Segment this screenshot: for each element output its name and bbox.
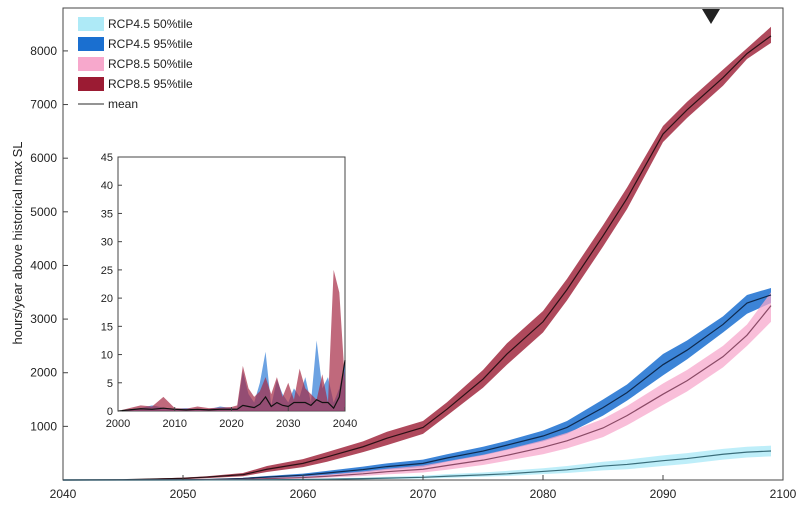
marker-triangle xyxy=(702,9,720,25)
inset-y-tick-label: 20 xyxy=(101,293,113,305)
legend-label-rcp85_95: RCP8.5 95%tile xyxy=(108,77,193,91)
mean-line-rcp45_50 xyxy=(63,450,772,481)
y-tick-label: 8000 xyxy=(30,44,57,58)
band-rcp45_95 xyxy=(63,287,771,480)
mean-line-rcp45_95 xyxy=(62,294,772,481)
band-rcp85_50 xyxy=(63,292,771,480)
inset-x-tick-label: 2030 xyxy=(276,418,300,430)
y-tick-label: 4000 xyxy=(30,258,57,272)
band-rcp45_50 xyxy=(63,445,771,480)
inset-y-tick-label: 35 xyxy=(101,208,113,220)
legend-swatch-rcp85_95 xyxy=(78,77,104,91)
legend-label-mean: mean xyxy=(108,97,138,111)
inset-y-tick-label: 15 xyxy=(101,321,113,333)
x-tick-label: 2070 xyxy=(410,487,437,501)
inset-plot: 2000 2010 2020 2030 2040 0 5 10 15 20 25 30 35 40 45 xyxy=(101,152,357,430)
inset-y-tick-label: 0 xyxy=(107,406,113,418)
inset-frame xyxy=(117,156,346,412)
inset-x-tick-label: 2000 xyxy=(106,418,130,430)
y-tick-label: 1000 xyxy=(30,419,57,433)
x-tick-label: 2090 xyxy=(650,487,677,501)
x-tick-label: 2050 xyxy=(170,487,197,501)
inset-x-tick-label: 2020 xyxy=(219,418,243,430)
x-tick-label: 2060 xyxy=(290,487,317,501)
legend-label-rcp45_50: RCP4.5 50%tile xyxy=(108,17,193,31)
inset-x-tick-label: 2010 xyxy=(163,418,187,430)
inset-y-tick-label: 40 xyxy=(101,180,113,192)
legend-label-rcp85_50: RCP8.5 50%tile xyxy=(108,57,193,71)
inset-y-tick-label: 30 xyxy=(101,237,113,249)
y-tick-label: 2000 xyxy=(30,366,57,380)
y-tick-label: 6000 xyxy=(30,151,57,165)
legend-swatch-rcp85_50 xyxy=(78,57,104,71)
inset-y-tick-label: 25 xyxy=(101,265,113,277)
inset-y-tick-label: 5 xyxy=(107,378,113,390)
y-tick-label: 3000 xyxy=(30,312,57,326)
legend-swatch-rcp45_95 xyxy=(78,37,104,51)
inset-y-tick-label: 45 xyxy=(101,152,113,164)
inset-area-rcp85_95 xyxy=(118,269,345,411)
legend: RCP4.5 50%tile RCP4.5 95%tile RCP8.5 50%ti… xyxy=(78,17,193,111)
x-tick-label: 2040 xyxy=(50,487,77,501)
legend-swatch-rcp45_50 xyxy=(78,17,104,31)
y-tick-label: 5000 xyxy=(30,205,57,219)
mean-line-rcp85_95 xyxy=(62,35,772,481)
x-tick-label: 2080 xyxy=(530,487,557,501)
inset-y-tick-label: 10 xyxy=(101,350,113,362)
y-axis-title: hours/year above historical max SL xyxy=(10,141,25,344)
inset-x-tick-label: 2040 xyxy=(333,418,357,430)
x-tick-label: 2100 xyxy=(770,487,797,501)
y-tick-label: 7000 xyxy=(30,98,57,112)
legend-label-rcp45_95: RCP4.5 95%tile xyxy=(108,37,193,51)
